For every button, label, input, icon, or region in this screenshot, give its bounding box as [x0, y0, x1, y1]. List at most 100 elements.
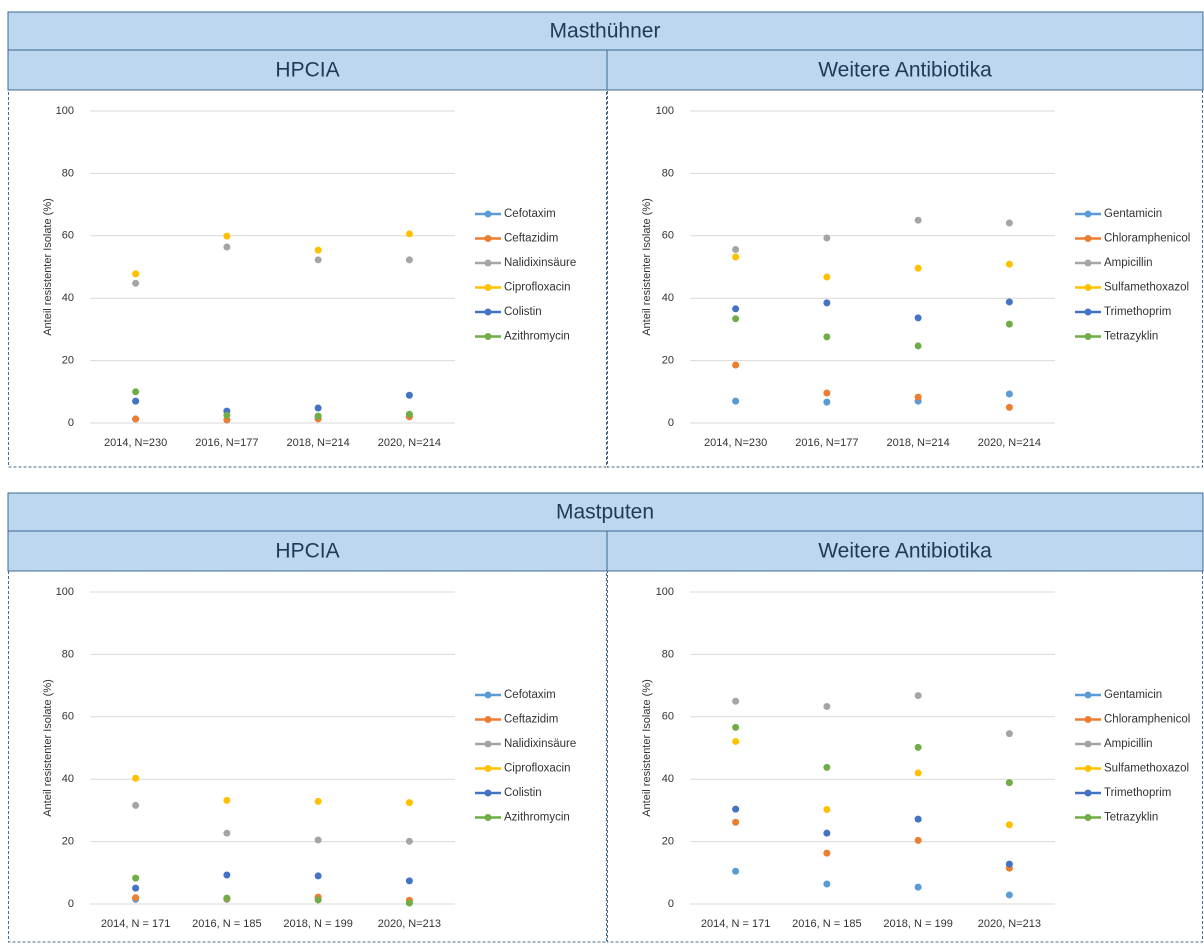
y-tick-label: 100: [656, 105, 674, 117]
panel-header: [606, 49, 1204, 91]
data-point: [132, 874, 140, 882]
legend-dot: [1084, 691, 1092, 699]
data-point: [223, 232, 231, 240]
x-tick-label: 2016, N = 185: [792, 918, 861, 930]
legend-dot: [484, 210, 492, 218]
legend-dot: [484, 740, 492, 748]
legend-dot: [484, 259, 492, 267]
data-point: [823, 849, 831, 857]
data-point: [1005, 730, 1013, 738]
x-tick-label: 2020, N=213: [978, 918, 1041, 930]
section-header: [7, 492, 1204, 532]
section-title: Mastputen: [556, 501, 654, 524]
y-tick-label: 20: [62, 355, 74, 367]
data-point: [914, 743, 922, 751]
data-point: [914, 264, 922, 272]
data-point: [405, 837, 413, 845]
data-point: [1005, 779, 1013, 787]
data-point: [914, 883, 922, 891]
legend-dot: [1084, 235, 1092, 242]
panel-header: [606, 530, 1204, 572]
y-tick-label: 60: [662, 230, 674, 242]
legend-label: Nalidixinsäure: [504, 257, 576, 269]
x-tick-label: 2018, N=214: [886, 437, 949, 449]
x-tick-label: 2020, N=214: [378, 437, 441, 449]
y-tick-label: 60: [62, 230, 74, 242]
y-axis-label: Anteil resistenter Isolate (%): [641, 198, 653, 336]
data-point: [223, 829, 231, 837]
data-point: [914, 836, 922, 844]
x-tick-label: 2016, N = 185: [192, 918, 261, 930]
legend-label: Chloramphenicol: [1104, 233, 1190, 245]
legend-dot: [1084, 308, 1092, 316]
panel-header: [7, 49, 608, 91]
data-point: [823, 234, 831, 242]
data-point: [132, 279, 140, 287]
data-point: [914, 342, 922, 350]
legend-label: Trimethoprim: [1104, 306, 1171, 318]
x-tick-label: 2020, N=214: [978, 437, 1041, 449]
data-point: [823, 333, 831, 341]
panel-frame: [8, 570, 607, 943]
panel-frame: [8, 89, 607, 468]
y-tick-label: 20: [62, 836, 74, 848]
legend-dot: [484, 716, 492, 723]
data-point: [1005, 403, 1013, 411]
y-tick-label: 40: [62, 292, 74, 304]
x-tick-label: 2014, N = 171: [101, 918, 170, 930]
y-tick-label: 60: [62, 711, 74, 723]
data-point: [732, 397, 740, 405]
legend-dot: [1084, 740, 1092, 748]
legend-label: Sulfamethoxazol: [1104, 763, 1189, 775]
data-point: [132, 270, 140, 278]
legend-dot: [1084, 284, 1092, 291]
y-tick-label: 20: [662, 836, 674, 848]
data-point: [732, 805, 740, 813]
data-point: [405, 230, 413, 238]
data-point: [1005, 298, 1013, 306]
legend-dot: [484, 765, 492, 772]
data-point: [823, 389, 831, 397]
panel-title: HPCIA: [275, 59, 339, 82]
data-point: [823, 273, 831, 281]
data-point: [732, 246, 740, 254]
x-tick-label: 2014, N=230: [104, 437, 167, 449]
y-tick-label: 0: [668, 898, 674, 910]
data-point: [1005, 390, 1013, 398]
y-tick-label: 0: [68, 898, 74, 910]
data-point: [314, 836, 322, 844]
data-point: [732, 818, 740, 826]
legend-dot: [1084, 259, 1092, 267]
data-point: [1005, 860, 1013, 868]
legend-label: Sulfamethoxazol: [1104, 282, 1189, 294]
legend-label: Nalidixinsäure: [504, 738, 576, 750]
data-point: [132, 884, 140, 892]
data-point: [132, 415, 140, 423]
data-point: [405, 256, 413, 264]
data-point: [314, 246, 322, 254]
legend-label: Tetrazyklin: [1104, 331, 1158, 343]
legend-label: Gentamicin: [1104, 208, 1162, 220]
data-point: [405, 410, 413, 418]
y-tick-label: 40: [662, 292, 674, 304]
panel-header: [7, 530, 608, 572]
y-tick-label: 100: [56, 586, 74, 598]
data-point: [823, 763, 831, 771]
legend-dot: [1084, 789, 1092, 797]
x-tick-label: 2020, N=213: [378, 918, 441, 930]
x-tick-label: 2016, N=177: [195, 437, 258, 449]
data-point: [314, 404, 322, 412]
legend-label: Gentamicin: [1104, 689, 1162, 701]
legend-label: Colistin: [504, 787, 542, 799]
legend-label: Ampicillin: [1104, 738, 1153, 750]
data-point: [732, 737, 740, 745]
legend-label: Tetrazyklin: [1104, 812, 1158, 824]
data-point: [405, 899, 413, 907]
legend-label: Ceftazidim: [504, 233, 558, 245]
data-point: [405, 391, 413, 399]
data-point: [132, 894, 140, 902]
x-tick-label: 2014, N = 171: [701, 918, 770, 930]
legend-dot: [1084, 210, 1092, 218]
y-tick-label: 40: [662, 773, 674, 785]
